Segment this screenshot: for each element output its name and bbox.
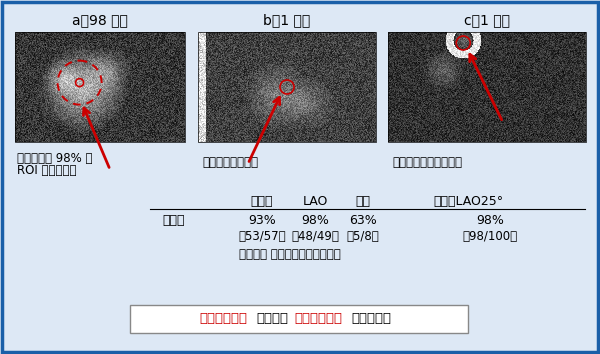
Text: 鎖骨下静脈へのうっ滞: 鎖骨下静脈へのうっ滞 bbox=[392, 156, 462, 169]
Text: 63%: 63% bbox=[349, 214, 377, 227]
Text: a：98 症例: a：98 症例 bbox=[72, 13, 128, 27]
Text: 98%: 98% bbox=[476, 214, 504, 227]
Text: ROI 設定される: ROI 設定される bbox=[17, 164, 77, 177]
Text: 上行大動脈不明瞭: 上行大動脈不明瞭 bbox=[202, 156, 258, 169]
Text: c：1 症例: c：1 症例 bbox=[464, 13, 510, 27]
Text: b：1 症例: b：1 症例 bbox=[263, 13, 311, 27]
Text: 再現性の向上: 再現性の向上 bbox=[294, 313, 342, 325]
Text: LAO: LAO bbox=[302, 195, 328, 208]
Text: 熊本大学 伊藤茂樹　教授の検討: 熊本大学 伊藤茂樹 教授の検討 bbox=[239, 248, 341, 261]
Bar bbox=[15, 32, 185, 142]
Bar bbox=[388, 32, 586, 142]
Bar bbox=[130, 305, 468, 333]
Text: （48/49）: （48/49） bbox=[291, 230, 339, 243]
Text: 操作者依存性: 操作者依存性 bbox=[199, 313, 247, 325]
Text: 93%: 93% bbox=[248, 214, 276, 227]
Text: 一致率: 一致率 bbox=[162, 214, 185, 227]
Text: が見込める: が見込める bbox=[351, 313, 391, 325]
Text: の減少，: の減少， bbox=[256, 313, 288, 325]
Text: （5/8）: （5/8） bbox=[347, 230, 379, 243]
Text: （98/100）: （98/100） bbox=[463, 230, 518, 243]
Text: 当院　LAO25°: 当院 LAO25° bbox=[433, 195, 503, 208]
Text: 全対象: 全対象 bbox=[251, 195, 273, 208]
Bar bbox=[198, 32, 376, 142]
Text: 正面: 正面 bbox=[355, 195, 371, 208]
Text: （53/57）: （53/57） bbox=[238, 230, 286, 243]
Text: この範囲に 98% は: この範囲に 98% は bbox=[17, 152, 92, 165]
Text: 98%: 98% bbox=[301, 214, 329, 227]
